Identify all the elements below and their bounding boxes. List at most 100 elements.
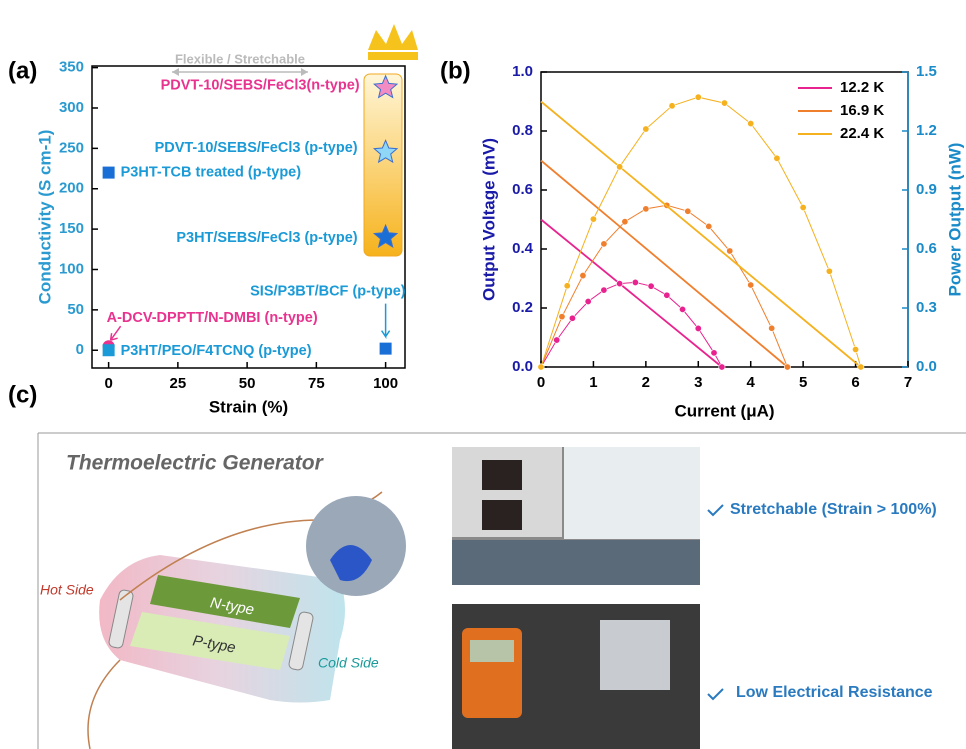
power-line <box>541 282 722 367</box>
x-tick-label: 1 <box>589 374 597 391</box>
x-tick-label: 0 <box>104 375 112 392</box>
check-icon <box>708 689 723 699</box>
point-label: P3HT/PEO/F4TCNQ (p-type) <box>121 343 312 359</box>
power-point <box>748 282 754 288</box>
power-point <box>800 204 806 210</box>
feature-text: Low Electrical Resistance <box>736 684 933 701</box>
power-point <box>559 313 565 319</box>
power-point <box>564 283 570 289</box>
photo-detail <box>564 447 700 539</box>
y-axis-label: Conductivity (S cm-1) <box>35 130 54 305</box>
power-point <box>774 155 780 161</box>
power-point <box>622 218 628 224</box>
power-point <box>826 268 832 274</box>
power-point <box>538 364 544 370</box>
x-tick-label: 6 <box>851 374 859 391</box>
photo-detail <box>600 620 670 690</box>
power-point <box>554 337 560 343</box>
power-point <box>648 283 654 289</box>
power-point <box>643 206 649 212</box>
power-point <box>784 364 790 370</box>
highlight-band <box>364 74 402 256</box>
y-tick-label: 200 <box>59 180 84 197</box>
cold-side-label: Cold Side <box>318 655 379 671</box>
power-point <box>719 364 725 370</box>
legend-label: 22.4 K <box>840 125 884 142</box>
y2-tick-label: 0.6 <box>916 240 937 257</box>
y-tick-label: 50 <box>67 301 84 318</box>
legend-label: 16.9 K <box>840 102 884 119</box>
voltage-line <box>541 161 787 368</box>
y-tick-label: 1.0 <box>512 63 533 80</box>
photo-detail <box>452 540 700 585</box>
x-tick-label: 3 <box>694 374 702 391</box>
chart-a: Flexible / Stretchable050100150200250300… <box>35 51 405 416</box>
photo-detail <box>482 460 522 490</box>
power-point <box>679 306 685 312</box>
power-point <box>585 298 591 304</box>
power-point <box>768 325 774 331</box>
y-tick-label: 300 <box>59 99 84 116</box>
y2-tick-label: 0.0 <box>916 358 937 375</box>
photo-detail <box>470 640 514 662</box>
point-label: P3HT/SEBS/FeCl3 (p-type) <box>176 230 357 246</box>
y-tick-label: 250 <box>59 139 84 156</box>
y-tick-label: 0.0 <box>512 358 533 375</box>
figure: (a) (b) (c) Flexible / Stretchable050100… <box>0 0 966 749</box>
arrow <box>382 304 390 337</box>
power-point <box>590 216 596 222</box>
power-point <box>748 120 754 126</box>
power-point <box>616 280 622 286</box>
power-point <box>632 279 638 285</box>
panel-label: (b) <box>440 57 471 84</box>
point-label: A-DCV-DPPTT/N-DMBI (n-type) <box>107 310 318 326</box>
x-tick-label: 4 <box>747 374 756 391</box>
power-point <box>695 94 701 100</box>
power-point <box>711 350 717 356</box>
y-tick-label: 0.8 <box>512 122 533 139</box>
photo-inset <box>306 496 406 596</box>
y2-tick-label: 1.2 <box>916 122 937 139</box>
power-point <box>685 208 691 214</box>
point-label: SIS/P3BT/BCF (p-type) <box>250 283 406 299</box>
point-label: PDVT-10/SEBS/FeCl3(n-type) <box>161 78 360 94</box>
voltage-line <box>541 220 722 368</box>
y-tick-label: 0 <box>76 341 84 358</box>
power-point <box>852 346 858 352</box>
x-tick-label: 75 <box>308 375 325 392</box>
y-axis-label: Output Voltage (mV) <box>479 138 498 301</box>
power-point <box>727 248 733 254</box>
data-point <box>103 167 115 179</box>
arrow <box>111 326 121 340</box>
y2-tick-label: 1.5 <box>916 63 937 80</box>
y-tick-label: 0.4 <box>512 240 534 257</box>
x-tick-label: 5 <box>799 374 807 391</box>
point-label: P3HT-TCB treated (p-type) <box>121 164 302 180</box>
x-axis-label: Current (μA) <box>674 401 774 420</box>
y-tick-label: 0.6 <box>512 181 533 198</box>
x-tick-label: 2 <box>642 374 650 391</box>
power-point <box>721 100 727 106</box>
point-label: PDVT-10/SEBS/FeCl3 (p-type) <box>155 140 358 156</box>
hot-side-label: Hot Side <box>40 582 94 598</box>
y2-axis-label: Power Output (nW) <box>945 143 964 297</box>
feature-text: Stretchable (Strain > 100%) <box>730 501 937 518</box>
power-point <box>601 241 607 247</box>
photo-detail <box>482 500 522 530</box>
x-tick-label: 25 <box>170 375 187 392</box>
x-tick-label: 100 <box>373 375 398 392</box>
y-tick-label: 100 <box>59 260 84 277</box>
power-point <box>706 223 712 229</box>
data-point <box>380 343 392 355</box>
y-tick-label: 150 <box>59 220 84 237</box>
y2-tick-label: 0.9 <box>916 181 937 198</box>
y2-tick-label: 0.3 <box>916 299 937 316</box>
power-point <box>580 272 586 278</box>
y-tick-label: 0.2 <box>512 299 533 316</box>
check-icon <box>708 505 723 515</box>
power-point <box>858 364 864 370</box>
power-point <box>569 315 575 321</box>
annotation: Flexible / Stretchable <box>175 51 305 66</box>
power-point <box>601 287 607 293</box>
power-point <box>643 126 649 132</box>
